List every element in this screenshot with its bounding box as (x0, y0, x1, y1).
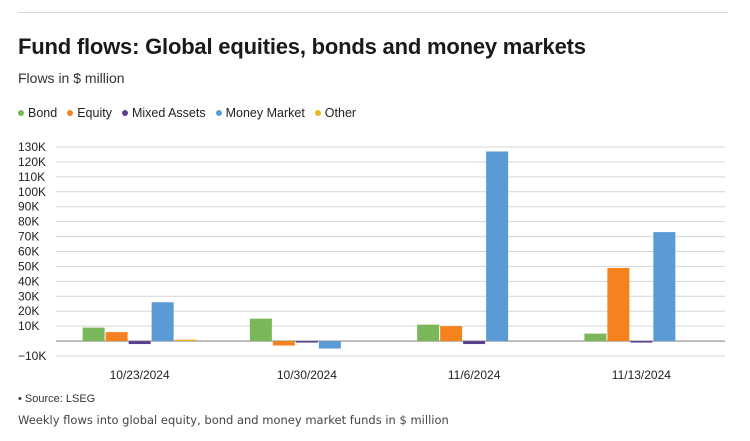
legend-label: Equity (77, 106, 112, 120)
y-tick-label: 110K (18, 170, 45, 184)
bar-equity-3 (607, 267, 630, 342)
y-tick-label: 30K (18, 289, 39, 303)
bar-equity-1 (272, 341, 295, 346)
bar-money-market-2 (486, 151, 509, 342)
x-tick-label: 11/13/2024 (612, 368, 671, 382)
bar-other-0 (174, 339, 197, 342)
legend-item-mixed-assets: Mixed Assets (121, 106, 206, 120)
bar-equity-2 (440, 326, 463, 342)
source-note: • Source: LSEG (18, 393, 96, 405)
legend-swatch (121, 110, 128, 116)
bar-bond-3 (584, 333, 607, 342)
bar-money-market-1 (318, 341, 341, 349)
y-tick-label: 40K (18, 274, 39, 288)
y-tick-label: 70K (18, 230, 39, 244)
bar-money-market-0 (151, 302, 174, 342)
top-divider (18, 12, 728, 13)
y-tick-label: −10K (18, 349, 46, 363)
legend-swatch (67, 110, 74, 116)
legend-label: Other (324, 106, 357, 120)
legend-item-other: Other (314, 106, 357, 120)
bar-money-market-3 (653, 232, 676, 342)
legend-swatch (18, 110, 24, 116)
y-tick-label: 90K (18, 200, 39, 214)
bar-mixed-assets-1 (295, 341, 318, 343)
bar-mixed-assets-3 (630, 341, 653, 343)
legend-label: Bond (28, 106, 58, 120)
legend-item-equity: Equity (67, 106, 112, 120)
legend-swatch (215, 110, 222, 116)
bar-mixed-assets-2 (463, 341, 486, 345)
chart-title: Fund flows: Global equities, bonds and m… (18, 34, 586, 59)
bar-bond-2 (417, 324, 440, 342)
y-tick-label: 50K (18, 259, 39, 273)
chart-legend: Bond Equity Mixed Assets Money Market Other (18, 106, 356, 120)
chart-subtitle: Flows in $ million (18, 70, 125, 86)
y-tick-label: 100K (18, 185, 46, 199)
legend-item-bond: Bond (18, 106, 57, 120)
bar-mixed-assets-0 (128, 341, 151, 345)
legend-label: Mixed Assets (131, 106, 206, 120)
x-tick-label: 10/23/2024 (110, 368, 170, 382)
y-tick-label: 60K (18, 245, 39, 259)
y-tick-label: 20K (18, 304, 39, 318)
y-tick-label: 80K (18, 215, 39, 229)
y-tick-label: 120K (18, 155, 46, 169)
bar-equity-0 (105, 332, 128, 342)
bar-bond-1 (249, 318, 272, 342)
x-tick-label: 11/6/2024 (448, 368, 501, 382)
legend-item-money-market: Money Market (215, 106, 305, 120)
x-tick-label: 10/30/2024 (277, 368, 337, 382)
y-tick-label: 130K (18, 140, 46, 154)
legend-label: Money Market (225, 106, 305, 120)
bar-bond-0 (82, 327, 105, 342)
y-tick-label: 10K (18, 319, 39, 333)
chart-caption: Weekly flows into global equity, bond an… (18, 413, 449, 427)
legend-swatch (314, 110, 321, 116)
